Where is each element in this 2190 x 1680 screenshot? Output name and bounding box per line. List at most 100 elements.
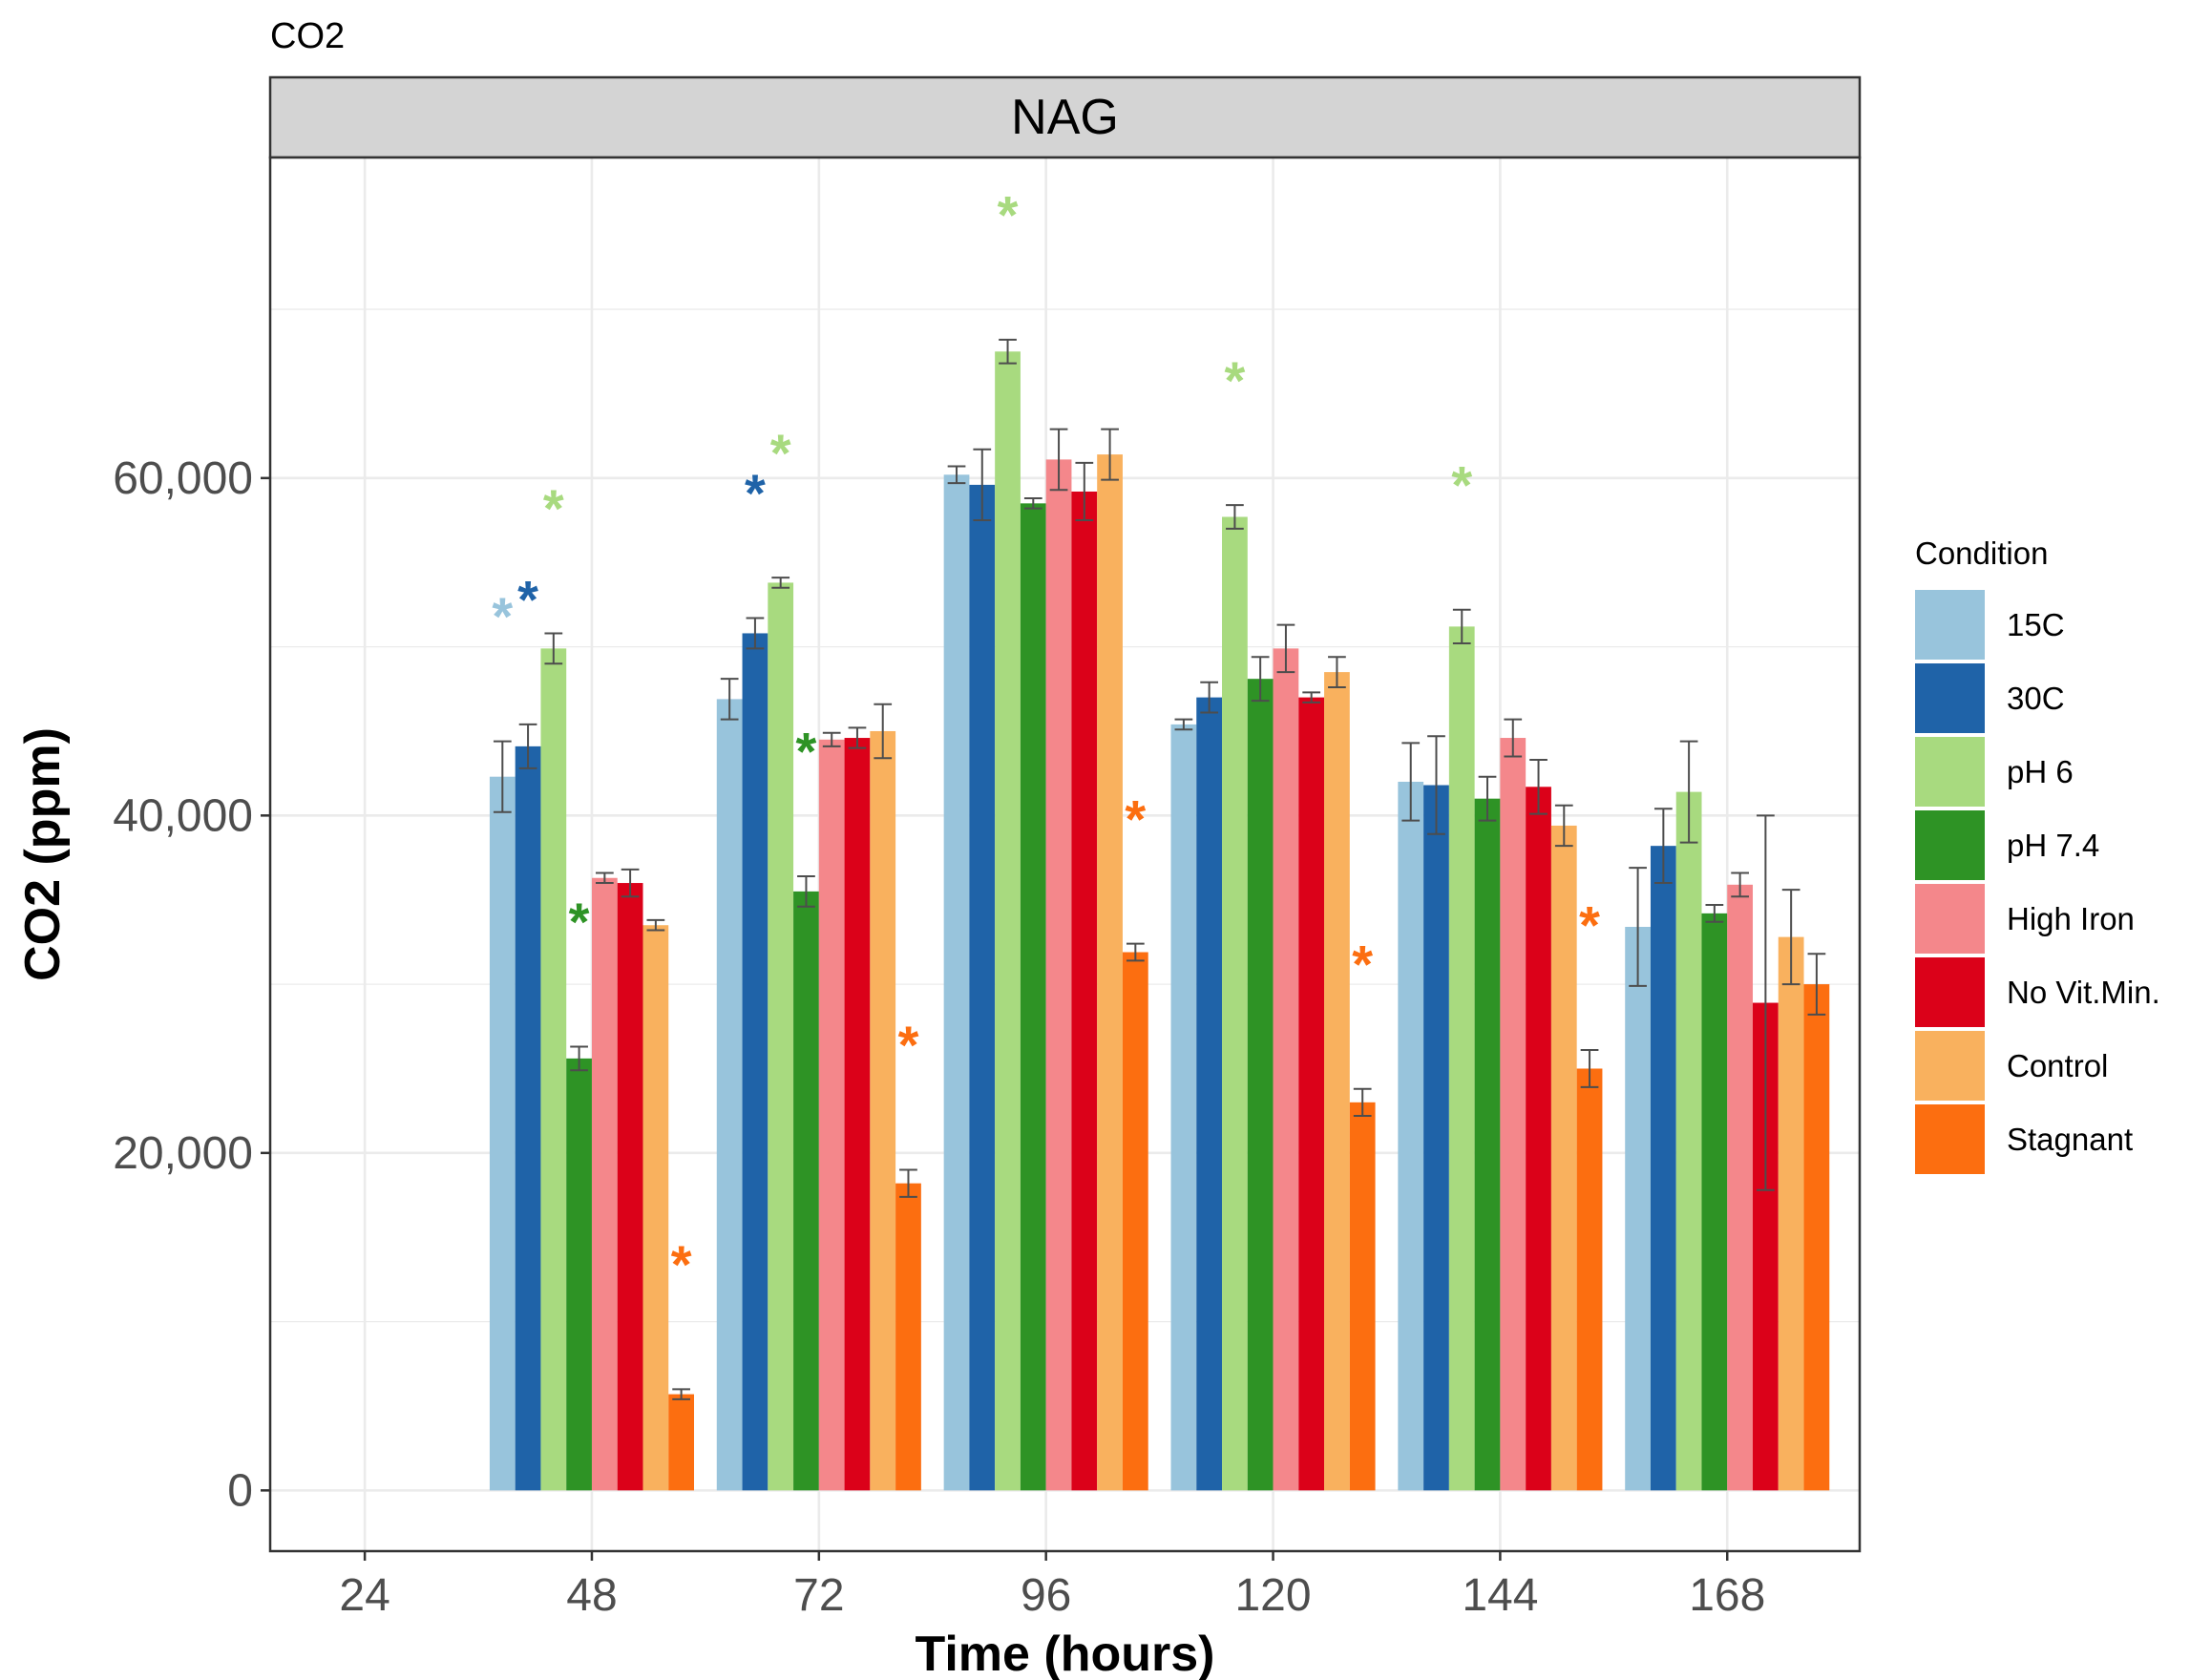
significance-markers: * ************** bbox=[492, 185, 1600, 1294]
x-axis-title: Time (hours) bbox=[916, 1627, 1215, 1680]
legend-label: 15C bbox=[2007, 607, 2065, 642]
significance-star: * bbox=[1579, 895, 1600, 956]
bar bbox=[793, 891, 819, 1491]
y-axis: 0 20,000 40,000 60,000 bbox=[113, 453, 270, 1516]
bar bbox=[1020, 503, 1046, 1491]
legend-label: High Iron bbox=[2007, 901, 2135, 936]
bar bbox=[844, 738, 871, 1491]
bar bbox=[1803, 984, 1830, 1491]
plot-panel-border bbox=[268, 156, 1862, 1553]
y-tick-label: 0 bbox=[227, 1465, 253, 1516]
legend-label: 30C bbox=[2007, 681, 2065, 716]
bar bbox=[1122, 952, 1148, 1491]
significance-star: * bbox=[1125, 788, 1146, 849]
bar bbox=[1222, 516, 1248, 1491]
bar bbox=[895, 1183, 921, 1491]
bar bbox=[489, 776, 516, 1491]
legend-label: No Vit.Min. bbox=[2007, 975, 2160, 1010]
bar bbox=[1500, 738, 1527, 1491]
bar bbox=[1045, 459, 1072, 1491]
bar bbox=[566, 1058, 592, 1491]
significance-star: * bbox=[1352, 934, 1373, 994]
bar bbox=[1097, 454, 1123, 1491]
legend-swatch bbox=[1915, 590, 1985, 660]
significance-star: * bbox=[671, 1234, 692, 1294]
bar bbox=[870, 730, 896, 1491]
bar bbox=[818, 739, 845, 1491]
bar bbox=[1324, 672, 1350, 1491]
bar bbox=[1448, 626, 1475, 1491]
bar bbox=[1625, 927, 1651, 1491]
x-tick-label: 96 bbox=[1021, 1570, 1071, 1621]
x-axis: 24 48 72 96 120 144 168 bbox=[339, 1551, 1765, 1621]
bar bbox=[591, 877, 618, 1491]
bar bbox=[1423, 785, 1449, 1491]
y-tick-label: 40,000 bbox=[113, 790, 253, 841]
bar bbox=[995, 351, 1021, 1491]
y-tick-label: 20,000 bbox=[113, 1128, 253, 1179]
bar bbox=[1273, 648, 1299, 1491]
legend-swatch bbox=[1915, 663, 1985, 733]
bar bbox=[1474, 798, 1501, 1491]
bar bbox=[1196, 697, 1223, 1491]
legend-label: pH 7.4 bbox=[2007, 828, 2099, 863]
bar bbox=[617, 883, 643, 1491]
significance-star: * bbox=[517, 570, 538, 630]
bar bbox=[515, 746, 541, 1491]
bar bbox=[943, 474, 970, 1491]
y-tick-label: 60,000 bbox=[113, 453, 253, 504]
facet-strip bbox=[268, 75, 1862, 159]
significance-star: * bbox=[796, 722, 817, 782]
bar bbox=[1170, 724, 1197, 1491]
legend-label: pH 6 bbox=[2007, 754, 2074, 789]
bar bbox=[1550, 825, 1577, 1491]
significance-star: * bbox=[492, 586, 513, 646]
bar bbox=[768, 582, 794, 1491]
bar bbox=[1675, 791, 1702, 1491]
x-tick-label: 48 bbox=[566, 1570, 617, 1621]
significance-star: * bbox=[1224, 350, 1245, 410]
bar bbox=[1526, 787, 1551, 1491]
bar bbox=[1650, 846, 1676, 1491]
bar bbox=[642, 925, 669, 1491]
legend-swatch bbox=[1915, 1104, 1985, 1174]
significance-star: * bbox=[898, 1015, 919, 1075]
x-tick-label: 72 bbox=[793, 1570, 844, 1621]
bar bbox=[1727, 884, 1754, 1491]
significance-star: * bbox=[998, 185, 1019, 245]
legend-label: Control bbox=[2007, 1048, 2108, 1083]
bar bbox=[1778, 936, 1804, 1491]
significance-star: * bbox=[770, 423, 791, 483]
bar bbox=[716, 699, 743, 1491]
y-axis-title: CO2 (ppm) bbox=[15, 727, 71, 981]
chart-title: CO2 bbox=[270, 16, 345, 56]
bars bbox=[489, 351, 1830, 1491]
x-tick-label: 144 bbox=[1462, 1570, 1538, 1621]
legend-swatch bbox=[1915, 810, 1985, 880]
significance-star: * bbox=[1451, 454, 1472, 514]
legend: Condition 15C 30C pH 6 pH 7.4 High Iron No Vi… bbox=[1915, 536, 2160, 1174]
bar bbox=[1398, 781, 1424, 1491]
bar bbox=[1071, 491, 1098, 1491]
significance-star: * bbox=[569, 892, 590, 952]
bar bbox=[1349, 1102, 1376, 1491]
bar bbox=[540, 648, 567, 1491]
bar bbox=[1298, 697, 1325, 1491]
x-tick-label: 24 bbox=[339, 1570, 390, 1621]
significance-star: * bbox=[745, 463, 766, 523]
bar bbox=[668, 1394, 694, 1491]
x-tick-label: 168 bbox=[1689, 1570, 1765, 1621]
facet-strip-label: NAG bbox=[1011, 90, 1119, 145]
significance-star: * bbox=[543, 478, 564, 538]
bar bbox=[969, 484, 996, 1491]
legend-swatch bbox=[1915, 737, 1985, 807]
legend-swatch bbox=[1915, 884, 1985, 954]
bar bbox=[1247, 679, 1274, 1491]
legend-label: Stagnant bbox=[2007, 1122, 2133, 1157]
x-tick-label: 120 bbox=[1234, 1570, 1311, 1621]
legend-swatch bbox=[1915, 1031, 1985, 1101]
legend-title: Condition bbox=[1915, 536, 2048, 571]
error-bars bbox=[493, 338, 1826, 1400]
bar bbox=[742, 633, 769, 1491]
